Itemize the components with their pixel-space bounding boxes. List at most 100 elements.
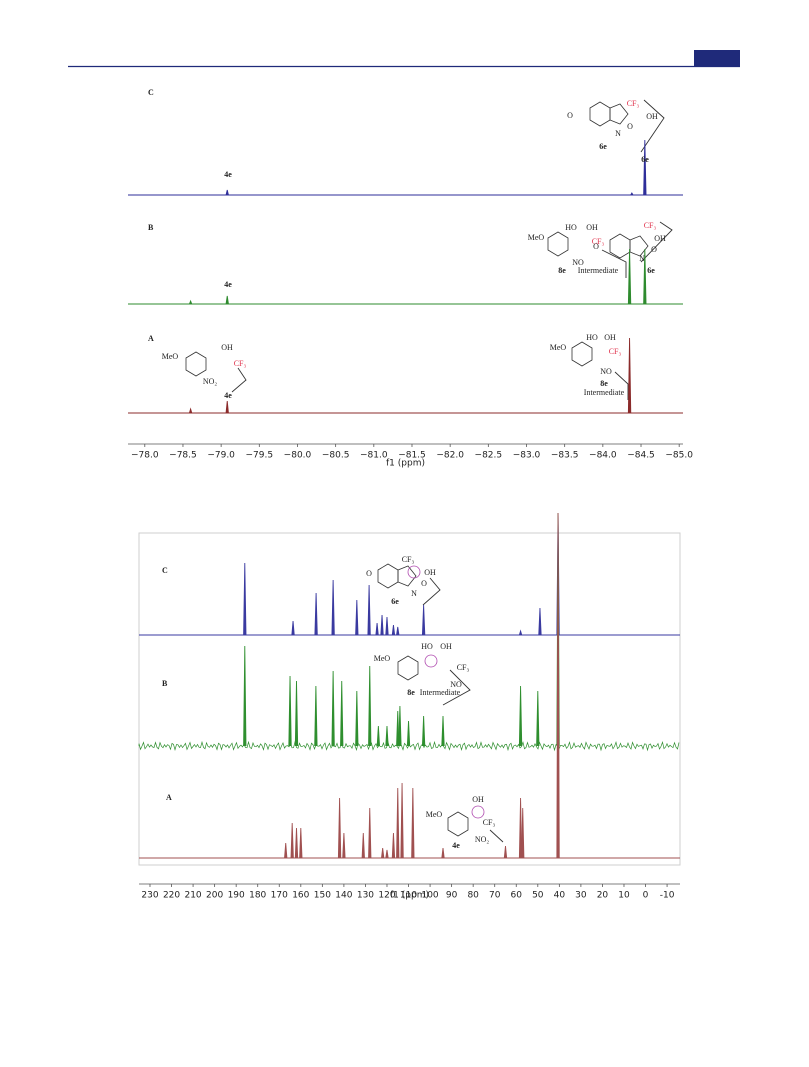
x-tick-label: 20 xyxy=(597,891,609,901)
annotation: 4e xyxy=(224,391,232,400)
ring xyxy=(447,811,469,837)
x-tick-label: 140 xyxy=(335,891,352,901)
x-tick-label: 170 xyxy=(271,891,288,901)
peak xyxy=(406,720,411,747)
peak xyxy=(421,715,426,747)
annotation: O xyxy=(593,242,599,251)
x-tick-label: −82.0 xyxy=(436,451,464,461)
peak xyxy=(375,622,379,636)
arrow xyxy=(601,249,627,278)
annotation: MeO xyxy=(550,343,567,352)
peak xyxy=(368,807,372,859)
peak xyxy=(518,797,523,859)
peak xyxy=(355,599,359,636)
ring xyxy=(377,563,399,589)
x-tick-label: 130 xyxy=(357,891,374,901)
annotation: NO₂ xyxy=(475,835,490,844)
x-tick-label: 50 xyxy=(532,891,544,901)
ring xyxy=(609,103,629,125)
annotation: OH xyxy=(586,223,598,232)
x-tick-label: 150 xyxy=(314,891,331,901)
annotation: 4e xyxy=(224,280,232,289)
annotation: Intermediate xyxy=(584,388,625,397)
peak xyxy=(385,616,389,636)
annotation: 6e xyxy=(599,142,607,151)
x-tick-label: 210 xyxy=(184,891,201,901)
x-tick-label: 110 xyxy=(400,891,417,901)
annotation: MeO xyxy=(374,654,391,663)
annotation: OH xyxy=(654,234,666,243)
annotation: CF₃ xyxy=(627,99,640,108)
peak xyxy=(188,407,193,414)
arrow xyxy=(422,577,441,606)
peak xyxy=(396,787,400,859)
peak xyxy=(556,512,560,859)
x-tick-label: 70 xyxy=(489,891,501,901)
annotation: MeO xyxy=(162,352,179,361)
arrow xyxy=(640,221,673,263)
peak xyxy=(521,807,525,859)
peak xyxy=(536,690,540,747)
series-label: C xyxy=(148,88,154,97)
peak xyxy=(331,579,335,636)
peak xyxy=(441,715,445,747)
x-axis-label: f1 (ppm) xyxy=(390,891,429,901)
x-tick-label: −83.5 xyxy=(551,451,579,461)
annotation: CF₃ xyxy=(483,818,496,827)
x-tick-label: 90 xyxy=(446,891,458,901)
x-tick-label: −84.5 xyxy=(627,451,655,461)
annotation: N xyxy=(639,254,645,263)
peak xyxy=(361,832,365,859)
arrows xyxy=(231,99,673,843)
arrow xyxy=(489,829,504,843)
annotation: CF₃ xyxy=(592,237,605,246)
annotation: CF₃ xyxy=(457,663,470,672)
peak xyxy=(396,626,400,636)
x-tick-label: 100 xyxy=(421,891,438,901)
x-tick-label: −85.0 xyxy=(665,451,693,461)
ring xyxy=(609,233,631,259)
x-tick-label: 40 xyxy=(554,891,566,901)
peak xyxy=(385,849,389,859)
peak xyxy=(243,562,247,636)
annotation: O xyxy=(421,579,427,588)
ring xyxy=(397,655,419,681)
annotation: 4e xyxy=(452,841,460,850)
peak xyxy=(627,337,632,414)
peak xyxy=(314,685,318,747)
annotation: NO xyxy=(450,680,462,689)
annotation: CF₃ xyxy=(234,359,247,368)
annotation: OH xyxy=(472,795,484,804)
series-label: C xyxy=(162,566,168,575)
peak xyxy=(376,725,381,747)
peak xyxy=(284,842,288,859)
arrow xyxy=(640,99,665,153)
peak xyxy=(643,139,647,196)
peak xyxy=(342,832,346,859)
peak xyxy=(331,670,335,747)
ring xyxy=(185,351,207,377)
peak xyxy=(225,189,229,196)
peak xyxy=(380,614,384,636)
series-label: B xyxy=(148,223,154,232)
x-axis-label: f1 (ppm) xyxy=(386,459,425,469)
annotation: O xyxy=(366,569,372,578)
annotation: MeO xyxy=(528,233,545,242)
annotation: NO₂ xyxy=(203,377,218,386)
peak xyxy=(299,827,303,859)
annotation: OH xyxy=(604,333,616,342)
annotation: N xyxy=(615,129,621,138)
annotation: Intermediate xyxy=(420,688,461,697)
x-tick-label: 30 xyxy=(575,891,587,901)
peak xyxy=(398,705,402,747)
x-tick-label: 80 xyxy=(467,891,479,901)
x-tick-label: −79.0 xyxy=(207,451,235,461)
peak xyxy=(441,847,445,859)
annotation: 4e xyxy=(224,170,232,179)
peak xyxy=(385,725,389,747)
peak xyxy=(367,584,371,636)
peak xyxy=(411,787,415,859)
peak xyxy=(188,299,193,305)
plot-frame xyxy=(138,532,681,866)
peak xyxy=(518,629,523,636)
